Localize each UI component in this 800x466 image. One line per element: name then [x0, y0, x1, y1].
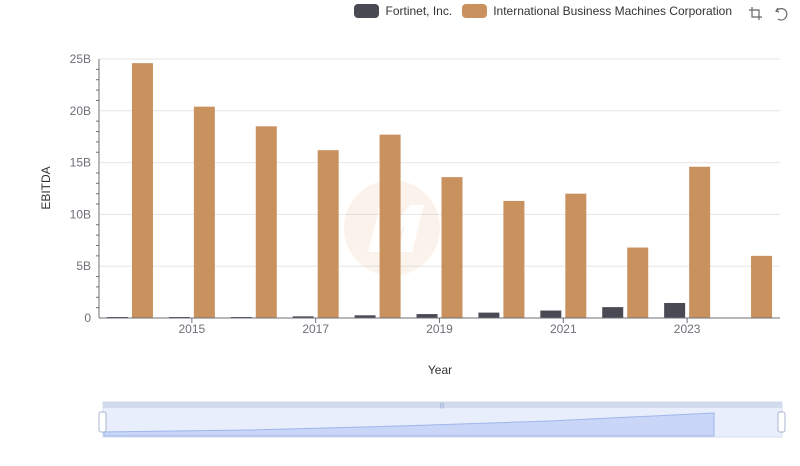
legend-label-fortinet: Fortinet, Inc. [385, 4, 453, 18]
y-tick-label: 10B [70, 207, 91, 221]
legend-swatch-fortinet [354, 4, 380, 18]
datazoom-right-handle[interactable] [777, 411, 786, 433]
axis-ticks: 0 5B 10B 15B 20B 25B 2015 2017 2019 2021 2023 [70, 52, 701, 336]
bar-fortinet [540, 310, 562, 318]
y-tick-label: 20B [70, 104, 91, 118]
bar-fortinet [664, 302, 686, 318]
bar-fortinet [602, 307, 624, 318]
bar-fortinet [416, 314, 438, 318]
bar-ibm [503, 200, 525, 318]
bar-ibm [255, 126, 277, 318]
bar-ibm [565, 193, 587, 318]
bar-fortinet [354, 315, 376, 318]
bar-fortinet [478, 312, 500, 318]
bar-ibm [379, 134, 401, 318]
bar-ibm [441, 177, 463, 318]
legend-item-fortinet[interactable]: Fortinet, Inc. [354, 4, 452, 18]
datazoom-preview-area [103, 412, 715, 437]
legend-label-ibm: International Business Machines Corporat… [493, 4, 732, 18]
bar-ibm [317, 150, 339, 318]
y-tick-label: 25B [70, 52, 91, 66]
bar-ibm [193, 106, 215, 318]
legend-swatch-ibm [462, 4, 488, 18]
y-tick-label: 0 [84, 311, 91, 325]
bar-ibm [751, 255, 773, 318]
datazoom-top-bar[interactable] [103, 402, 782, 408]
y-tick-label: 15B [70, 156, 91, 170]
y-tick-label: 5B [76, 259, 91, 273]
x-tick-label: 2021 [550, 322, 577, 336]
datazoom-slider[interactable]: ||| [98, 401, 786, 438]
x-tick-label: 2015 [179, 322, 206, 336]
legend: Fortinet, Inc. International Business Ma… [354, 4, 732, 18]
zoom-icon[interactable] [748, 6, 764, 22]
bar-ibm [689, 166, 711, 318]
x-tick-label: 2017 [302, 322, 329, 336]
toolbox [748, 6, 790, 22]
datazoom-left-handle[interactable] [98, 411, 107, 433]
bar-ibm [131, 63, 153, 319]
legend-item-ibm[interactable]: International Business Machines Corporat… [462, 4, 732, 18]
datazoom-drag-handle[interactable]: ||| [440, 403, 445, 409]
bar-fortinet [292, 316, 314, 318]
bars [106, 63, 773, 319]
bar-ibm [627, 247, 649, 318]
x-tick-label: 2019 [426, 322, 453, 336]
y-axis-title: EBITDA [39, 166, 53, 209]
x-tick-label: 2023 [674, 322, 701, 336]
x-axis-title: Year [428, 363, 452, 377]
restore-icon[interactable] [774, 6, 790, 22]
